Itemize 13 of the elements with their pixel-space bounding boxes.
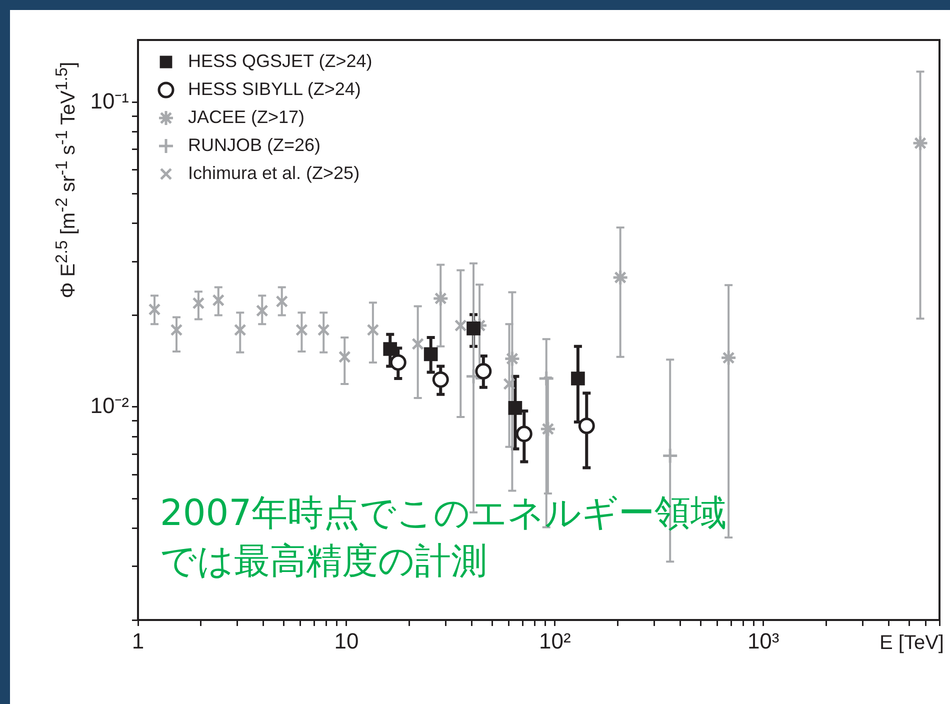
annotation: 2007年時点でこのエネルギー領域では最高精度の計測 bbox=[160, 492, 728, 584]
x-tick-label: 1 bbox=[132, 628, 144, 654]
x-axis-title: E [TeV] bbox=[880, 632, 944, 655]
legend-label: JACEE (Z>17) bbox=[188, 106, 305, 127]
x-tick-label: 10 bbox=[334, 628, 359, 654]
legend-label: RUNJOB (Z=26) bbox=[188, 134, 321, 155]
legend-label: Ichimura et al. (Z>25) bbox=[188, 162, 360, 183]
y-tick-label: 10⁻¹ bbox=[90, 88, 129, 114]
x-tick-label: 10² bbox=[538, 628, 571, 654]
y-tick-label: 10⁻² bbox=[90, 393, 129, 418]
x-tick-label: 10³ bbox=[747, 628, 780, 654]
legend-label: HESS QGSJET (Z>24) bbox=[188, 50, 372, 71]
legend-label: HESS SIBYLL (Z>24) bbox=[188, 78, 361, 99]
